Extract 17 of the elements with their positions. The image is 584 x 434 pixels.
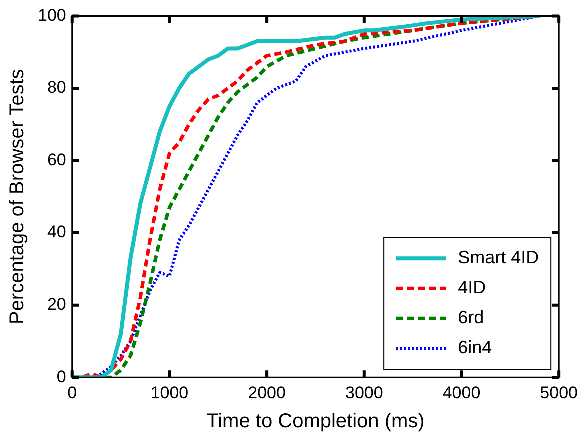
legend-label: 6rd	[458, 308, 484, 328]
y-tick-label: 100	[38, 6, 66, 25]
y-tick-label: 60	[47, 150, 66, 170]
y-tick-label: 20	[47, 295, 66, 314]
y-tick-label: 80	[47, 78, 66, 98]
legend-label: 4ID	[458, 278, 486, 298]
x-tick-label: 3000	[345, 383, 384, 402]
x-tick-label: 2000	[248, 383, 286, 402]
legend-label: Smart 4ID	[458, 248, 540, 268]
x-axis-title: Time to Completion (ms)	[206, 410, 425, 433]
y-tick-label: 0	[56, 367, 66, 386]
legend-label: 6in4	[458, 338, 492, 358]
x-tick-label: 5000	[540, 383, 578, 402]
x-tick-label: 4000	[442, 383, 481, 402]
y-tick-label: 40	[47, 222, 66, 242]
y-axis-title: Percentage of Browser Tests	[6, 69, 29, 325]
x-tick-label: 1000	[150, 383, 189, 402]
